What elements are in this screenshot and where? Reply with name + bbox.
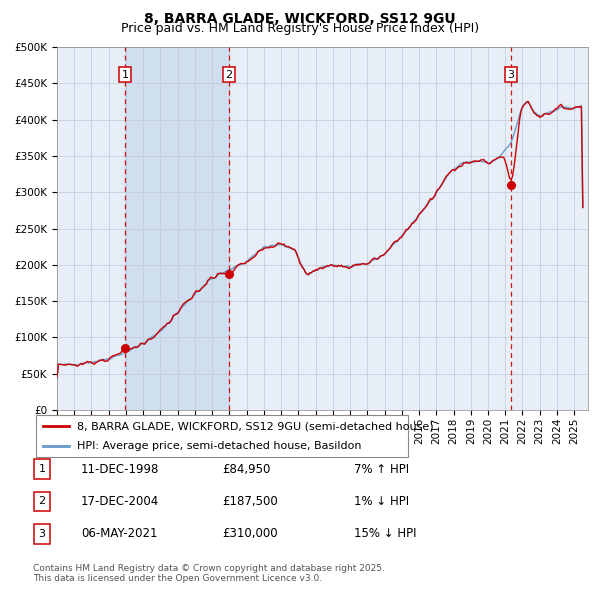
FancyBboxPatch shape bbox=[34, 492, 50, 511]
Text: 11-DEC-1998: 11-DEC-1998 bbox=[81, 463, 160, 476]
Text: 3: 3 bbox=[508, 70, 515, 80]
FancyBboxPatch shape bbox=[34, 525, 50, 543]
Text: 1% ↓ HPI: 1% ↓ HPI bbox=[354, 495, 409, 508]
Text: 3: 3 bbox=[38, 529, 46, 539]
Text: £310,000: £310,000 bbox=[222, 527, 278, 540]
Text: 06-MAY-2021: 06-MAY-2021 bbox=[81, 527, 157, 540]
Text: 2: 2 bbox=[225, 70, 232, 80]
Text: 1: 1 bbox=[121, 70, 128, 80]
FancyBboxPatch shape bbox=[34, 460, 50, 478]
Text: HPI: Average price, semi-detached house, Basildon: HPI: Average price, semi-detached house,… bbox=[77, 441, 361, 451]
Text: 8, BARRA GLADE, WICKFORD, SS12 9GU: 8, BARRA GLADE, WICKFORD, SS12 9GU bbox=[144, 12, 456, 26]
Text: Price paid vs. HM Land Registry's House Price Index (HPI): Price paid vs. HM Land Registry's House … bbox=[121, 22, 479, 35]
Text: 15% ↓ HPI: 15% ↓ HPI bbox=[354, 527, 416, 540]
Text: 2: 2 bbox=[38, 497, 46, 506]
Text: £187,500: £187,500 bbox=[222, 495, 278, 508]
Bar bbox=[125, 47, 229, 410]
Text: 1: 1 bbox=[38, 464, 46, 474]
Text: 7% ↑ HPI: 7% ↑ HPI bbox=[354, 463, 409, 476]
Text: 17-DEC-2004: 17-DEC-2004 bbox=[81, 495, 159, 508]
Text: Contains HM Land Registry data © Crown copyright and database right 2025.
This d: Contains HM Land Registry data © Crown c… bbox=[33, 563, 385, 583]
Text: £84,950: £84,950 bbox=[222, 463, 271, 476]
Text: 8, BARRA GLADE, WICKFORD, SS12 9GU (semi-detached house): 8, BARRA GLADE, WICKFORD, SS12 9GU (semi… bbox=[77, 421, 434, 431]
FancyBboxPatch shape bbox=[36, 415, 408, 457]
